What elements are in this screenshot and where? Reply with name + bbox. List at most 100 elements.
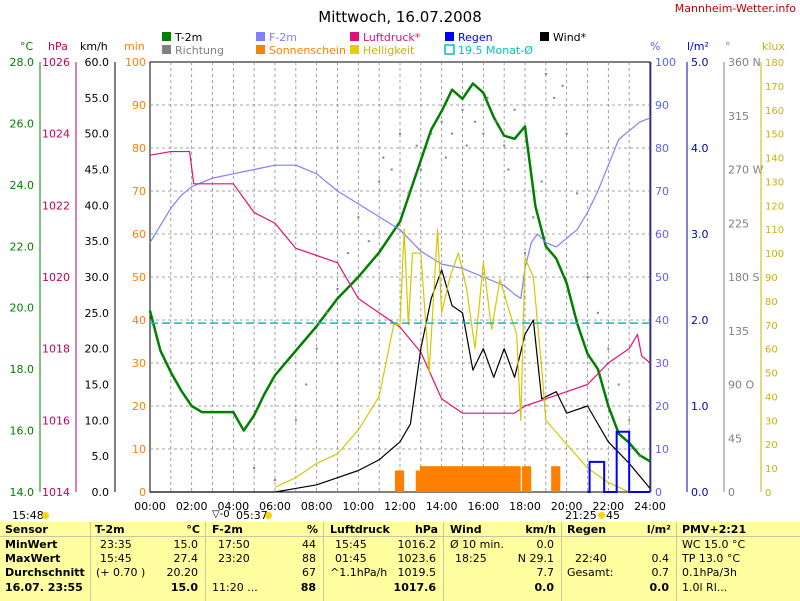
pmv-line: 1.0l Rl... [682, 581, 728, 594]
unit-direction: ° [725, 40, 731, 53]
tick-label-wind: 55.0 [85, 92, 110, 105]
stats-row-label: Durchschnitt [5, 566, 85, 579]
tick-label-temp: 22.0 [10, 240, 35, 253]
wind-time: 18:25 [455, 552, 487, 565]
tick-label-direction: 225 [728, 217, 749, 230]
pmv-line: WC 15.0 °C [682, 538, 746, 551]
tick-label-humidity: 100 [655, 56, 676, 69]
druck-time: 01:45 [335, 552, 367, 565]
wind-value: 0.0 [536, 538, 555, 551]
stats-row-label: MaxWert [5, 552, 61, 565]
tick-label-sun: 100 [125, 56, 146, 69]
stats-table: Sensor MinWert MaxWert Durchschnitt 16.0… [0, 522, 800, 601]
unit-sun: min [124, 40, 145, 53]
point-richtung [305, 383, 308, 386]
tick-label-humidity: 50 [655, 271, 669, 284]
point-richtung [617, 383, 620, 386]
tick-label-time: 16:00 [467, 500, 499, 513]
tick-label-time: 06:00 [259, 500, 291, 513]
f2m-value: 44 [302, 538, 316, 551]
point-richtung [565, 132, 568, 135]
tick-label-pressure: 1016 [42, 414, 70, 427]
legend-swatch-luftdruck [350, 32, 359, 41]
tick-label-lux: 140 [765, 154, 784, 165]
unit-pressure: hPa [48, 40, 68, 53]
point-richtung [444, 156, 447, 159]
tick-label-humidity: 60 [655, 228, 669, 241]
tick-label-pressure: 1026 [42, 56, 70, 69]
bar-sonnenschein [474, 466, 480, 492]
tick-label-time: 04:00 [217, 500, 249, 513]
bar-sonnenschein [494, 466, 500, 492]
point-richtung [326, 311, 329, 314]
tick-label-humidity: 0 [655, 486, 662, 499]
f2m-value: 88 [302, 552, 316, 565]
tick-label-time: 14:00 [426, 500, 458, 513]
unit-temp: °C [20, 40, 34, 53]
f2m-unit: % [306, 523, 318, 536]
stats-divider [676, 522, 677, 601]
regen-value: 0.4 [651, 552, 670, 565]
pmv-line: 0.1hPa/3h [682, 566, 738, 579]
tick-label-wind: 10.0 [85, 414, 110, 427]
regen-label: Gesamt: [567, 566, 614, 579]
tick-label-lux: 50 [765, 369, 778, 380]
sunset-icon [598, 512, 605, 519]
tick-label-lux: 110 [765, 225, 784, 236]
bar-sonnenschein [465, 466, 471, 492]
legend-label-richtung: Richtung [175, 44, 224, 57]
tick-label-direction: 360 N [728, 56, 761, 69]
tick-label-sun: 40 [132, 314, 146, 327]
series-regen-line [587, 430, 650, 493]
tick-label-pressure: 1018 [42, 343, 70, 356]
point-richtung [628, 419, 631, 422]
tick-label-pressure: 1022 [42, 199, 70, 212]
point-richtung [399, 132, 401, 135]
legend-label-luftdruck: Luftdruck* [363, 31, 421, 44]
regen-unit: l/m² [646, 523, 671, 536]
bar-sonnenschein [526, 466, 532, 492]
regen-head: Regen [567, 523, 607, 536]
f2m-current: 88 [300, 581, 316, 594]
bar-sonnenschein [522, 466, 527, 492]
stats-row-label: Sensor [5, 523, 48, 536]
bar-sonnenschein [432, 466, 438, 492]
legend-label-t2m: T-2m [174, 31, 202, 44]
stats-row-label: MinWert [5, 538, 58, 551]
point-richtung [382, 156, 385, 159]
point-richtung [482, 132, 485, 135]
bar-sonnenschein [444, 466, 450, 492]
point-richtung [419, 168, 422, 171]
tick-label-wind: 15.0 [85, 379, 110, 392]
tick-label-humidity: 80 [655, 142, 669, 155]
grid [149, 61, 651, 493]
tick-label-sun: 30 [132, 357, 146, 370]
tick-label-lux: 170 [765, 82, 784, 93]
tick-label-sun: 70 [132, 185, 146, 198]
bar-sonnenschein [428, 466, 434, 492]
tick-label-rain: 4.0 [691, 142, 709, 155]
wind-unit: km/h [525, 523, 556, 536]
druck-current: 1017.6 [393, 581, 436, 594]
tick-label-wind: 25.0 [85, 307, 110, 320]
legend-label-f2m: F-2m [269, 31, 297, 44]
point-richtung [367, 240, 370, 243]
bar-sonnenschein [399, 470, 405, 492]
axis-units: °C hPa km/h min % l/m² ° klux [20, 40, 785, 53]
bar-sonnenschein [507, 466, 513, 492]
tick-label-direction: 270 W [728, 164, 763, 177]
legend-label-sonnenschein: Sonnenschein [269, 44, 346, 57]
moon-time: 21:25 [565, 509, 597, 522]
bottom-info-row: 15:48 ▽-0 05:37 21:25 45 [0, 509, 800, 523]
wind-value: N 29.1 [517, 552, 554, 565]
point-richtung [407, 192, 410, 195]
tick-label-lux: 90 [765, 273, 778, 284]
point-richtung [540, 180, 543, 183]
point-richtung [357, 216, 360, 219]
tick-label-sun: 50 [132, 271, 146, 284]
sunrise-icon [265, 512, 272, 519]
point-richtung [503, 144, 506, 147]
tick-label-wind: 30.0 [85, 271, 110, 284]
bar-sonnenschein [486, 466, 492, 492]
bar-sonnenschein [394, 470, 400, 492]
